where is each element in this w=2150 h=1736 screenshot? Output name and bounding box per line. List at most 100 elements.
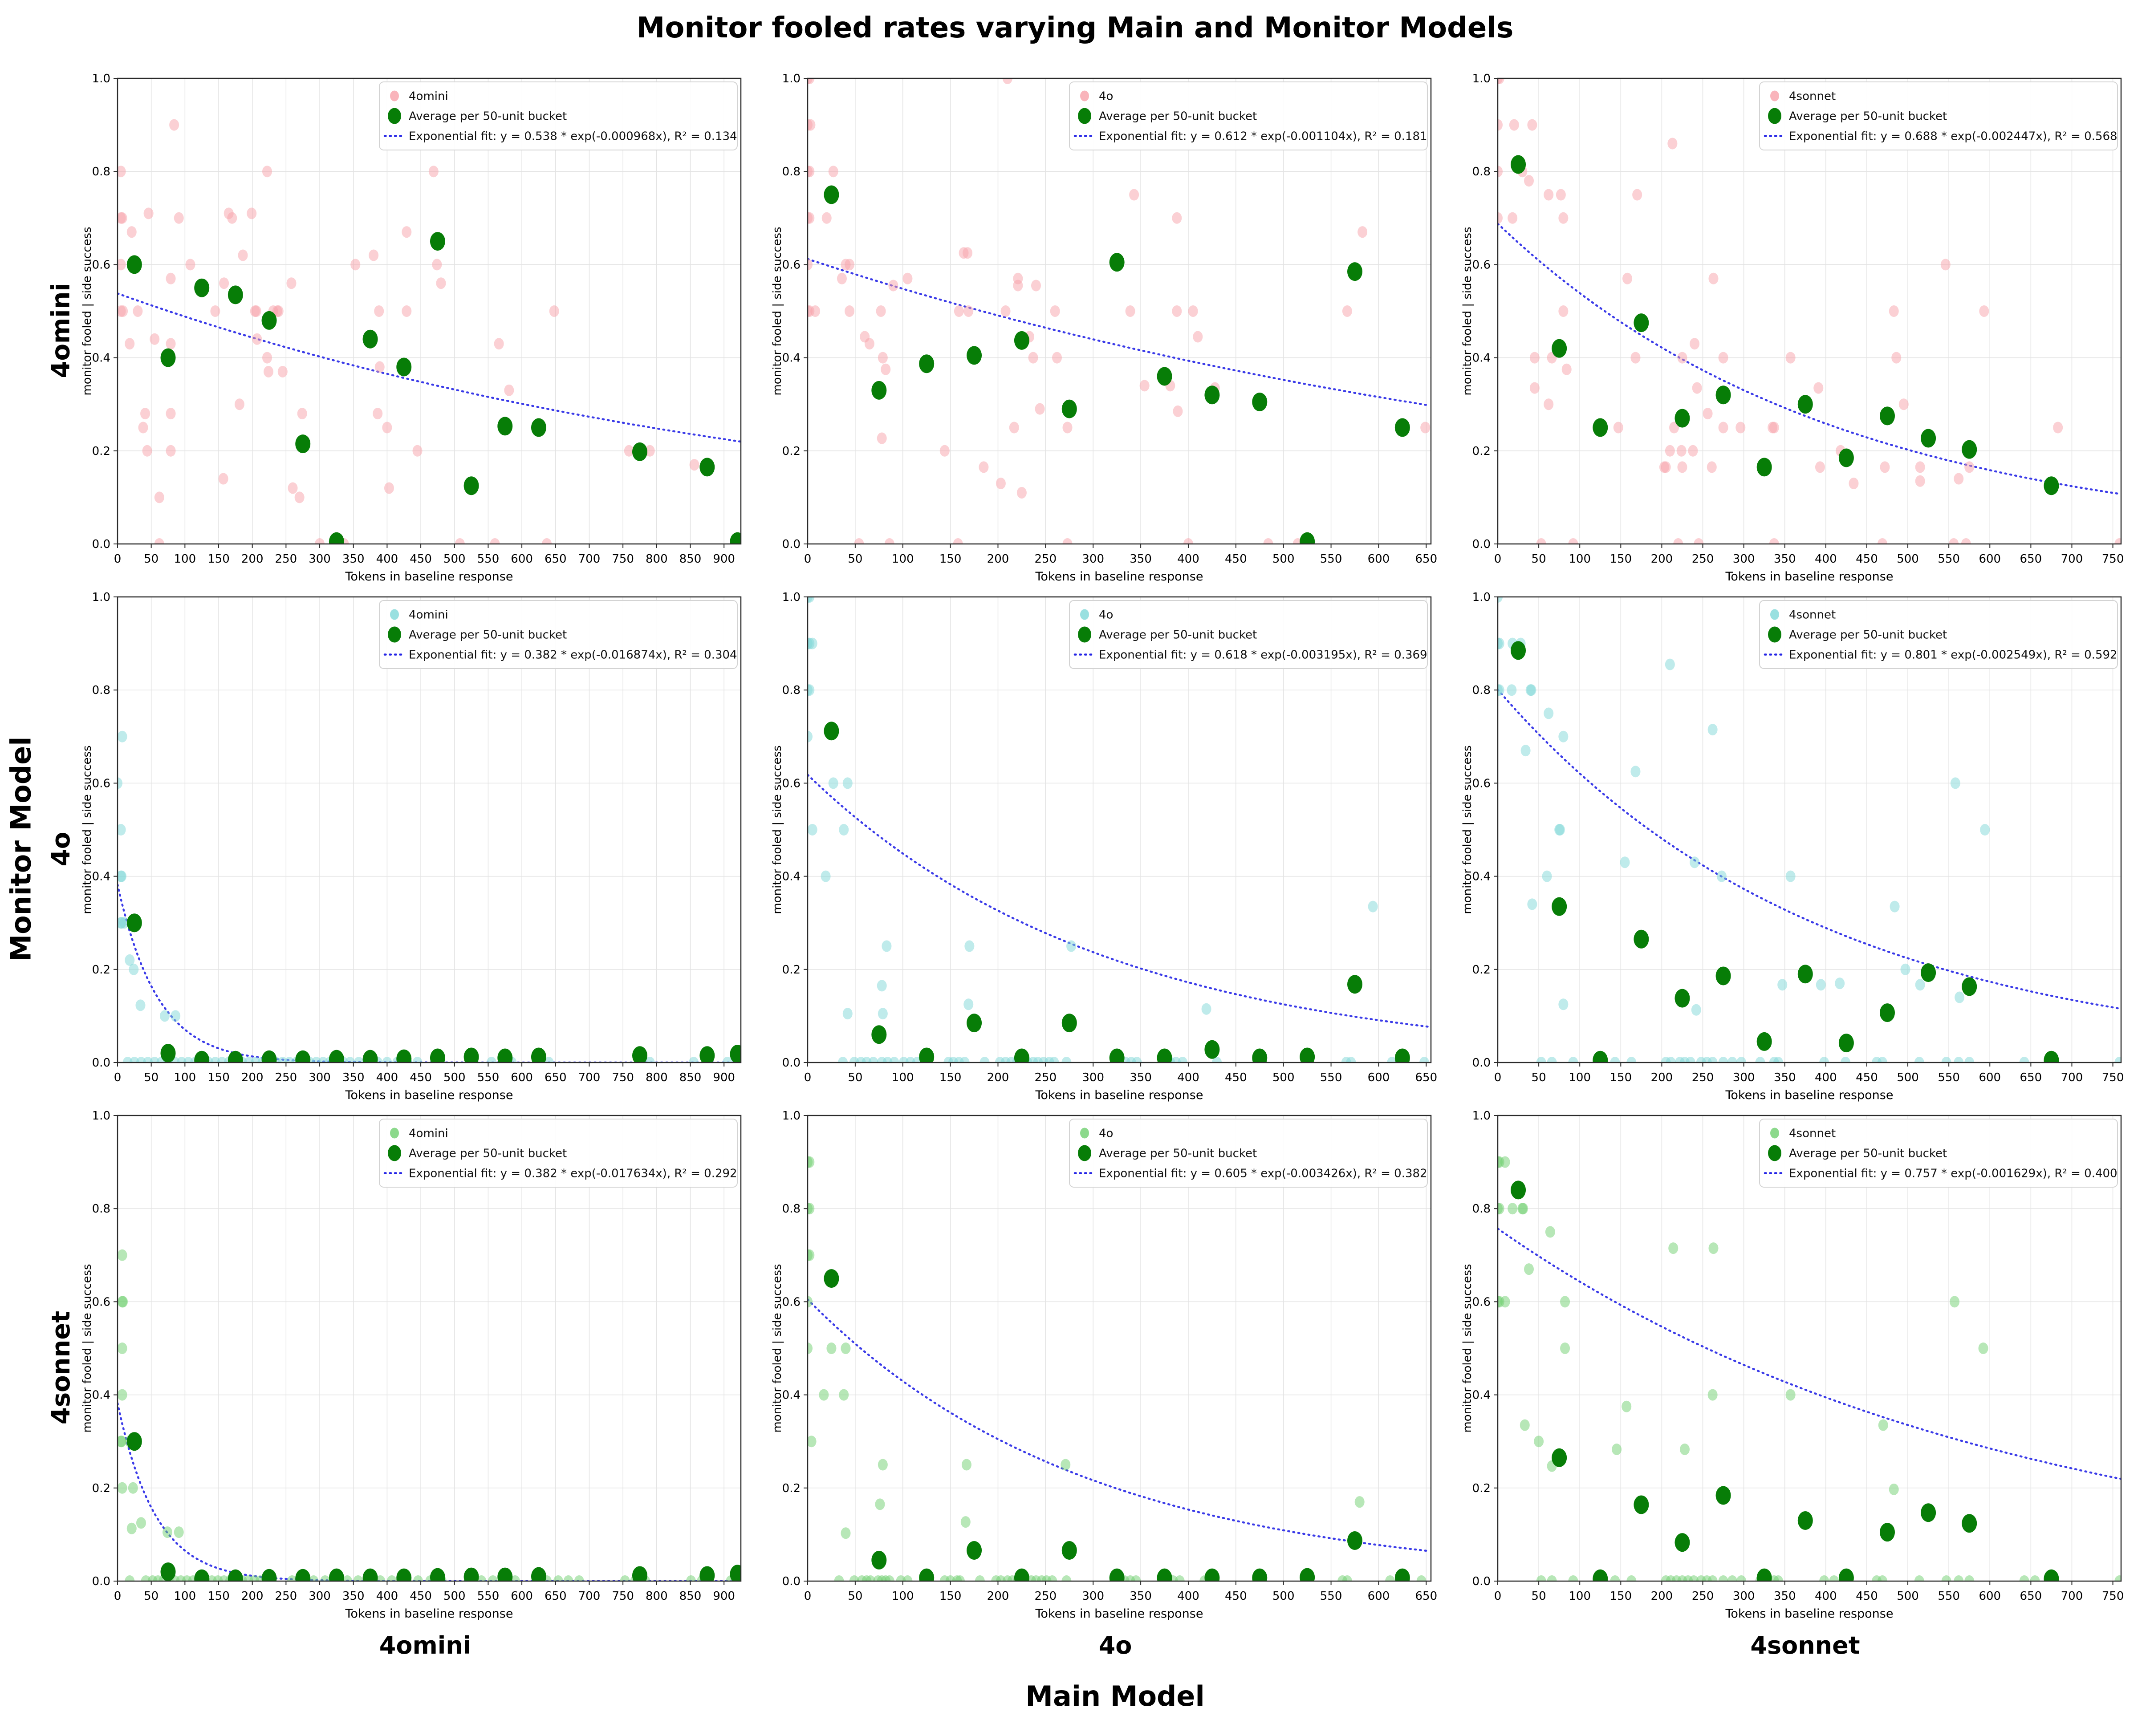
svg-text:0.2: 0.2 <box>1472 963 1491 977</box>
monitor-model-axis-label: Monitor Model <box>5 736 37 962</box>
svg-text:450: 450 <box>410 1590 432 1603</box>
svg-text:100: 100 <box>892 1071 914 1084</box>
chart-svg: 0 50 100 150 200 250 300 350 400 450 500 550 600 650 7… <box>1461 72 2124 584</box>
svg-text:0.6: 0.6 <box>92 1295 110 1309</box>
svg-text:400: 400 <box>1177 1590 1199 1603</box>
svg-text:0.6: 0.6 <box>92 258 110 272</box>
svg-text:Exponential fit: y = 0.618 * e: Exponential fit: y = 0.618 * exp(-0.0031… <box>1099 649 1427 662</box>
svg-text:300: 300 <box>309 1071 331 1084</box>
svg-text:700: 700 <box>578 552 601 566</box>
svg-text:1.0: 1.0 <box>782 591 801 604</box>
svg-text:0.6: 0.6 <box>1472 777 1491 790</box>
svg-text:Average per 50-unit bucket: Average per 50-unit bucket <box>1789 110 1947 123</box>
svg-text:0.4: 0.4 <box>1472 352 1491 365</box>
svg-text:100: 100 <box>1569 552 1591 566</box>
svg-text:650: 650 <box>545 1590 567 1603</box>
svg-text:500: 500 <box>1272 1590 1295 1603</box>
svg-text:0: 0 <box>114 1071 122 1084</box>
col-label-4o: 4o <box>1098 1631 1132 1659</box>
svg-text:Exponential fit: y = 0.757 * e: Exponential fit: y = 0.757 * exp(-0.0016… <box>1789 1167 2117 1180</box>
svg-text:650: 650 <box>2020 1071 2042 1084</box>
svg-text:0.8: 0.8 <box>782 684 801 697</box>
row-label-4sonnet: 4sonnet <box>47 1310 76 1425</box>
svg-text:100: 100 <box>892 552 914 566</box>
svg-text:Average per 50-unit bucket: Average per 50-unit bucket <box>409 629 567 642</box>
svg-text:4omini: 4omini <box>409 608 448 622</box>
svg-text:900: 900 <box>713 552 735 566</box>
svg-text:200: 200 <box>1651 552 1673 566</box>
svg-text:850: 850 <box>679 1071 702 1084</box>
svg-text:750: 750 <box>2102 1590 2124 1603</box>
svg-text:monitor fooled | side success: monitor fooled | side success <box>1461 1264 1474 1432</box>
svg-text:350: 350 <box>342 1071 365 1084</box>
svg-text:0: 0 <box>804 1590 812 1603</box>
svg-text:800: 800 <box>646 552 668 566</box>
svg-text:1.0: 1.0 <box>92 591 110 604</box>
svg-text:4sonnet: 4sonnet <box>1789 90 1836 103</box>
svg-text:Tokens in baseline response: Tokens in baseline response <box>1035 570 1203 584</box>
svg-text:0.4: 0.4 <box>92 352 110 365</box>
svg-text:50: 50 <box>848 1071 862 1084</box>
svg-text:monitor fooled | side success: monitor fooled | side success <box>81 1264 94 1432</box>
svg-text:monitor fooled | side success: monitor fooled | side success <box>771 1264 784 1432</box>
svg-text:0.8: 0.8 <box>92 684 110 697</box>
chart-svg: 0 50 100 150 200 250 300 350 400 450 500 550 600 650 0… <box>771 72 1437 584</box>
svg-text:0.6: 0.6 <box>782 777 801 790</box>
svg-text:350: 350 <box>1774 1071 1796 1084</box>
svg-text:800: 800 <box>646 1590 668 1603</box>
svg-text:500: 500 <box>443 1590 466 1603</box>
svg-text:300: 300 <box>309 552 331 566</box>
svg-text:Average per 50-unit bucket: Average per 50-unit bucket <box>409 110 567 123</box>
svg-text:0.0: 0.0 <box>92 1575 110 1588</box>
svg-text:Exponential fit: y = 0.801 * e: Exponential fit: y = 0.801 * exp(-0.0025… <box>1789 649 2117 662</box>
svg-text:0.2: 0.2 <box>92 445 110 458</box>
svg-text:350: 350 <box>342 552 365 566</box>
svg-text:250: 250 <box>1035 1590 1057 1603</box>
svg-text:0.8: 0.8 <box>1472 684 1491 697</box>
svg-text:250: 250 <box>1692 552 1714 566</box>
svg-text:150: 150 <box>939 1590 962 1603</box>
svg-text:50: 50 <box>848 1590 862 1603</box>
svg-text:0.6: 0.6 <box>782 258 801 272</box>
svg-text:200: 200 <box>987 1590 1009 1603</box>
svg-text:monitor fooled | side success: monitor fooled | side success <box>771 745 784 914</box>
svg-text:300: 300 <box>1733 1071 1755 1084</box>
svg-text:4sonnet: 4sonnet <box>1789 1127 1836 1140</box>
svg-text:4omini: 4omini <box>409 90 448 103</box>
svg-text:550: 550 <box>1320 1071 1342 1084</box>
svg-text:0.8: 0.8 <box>782 1202 801 1216</box>
svg-text:50: 50 <box>144 552 159 566</box>
svg-text:0.4: 0.4 <box>782 1389 801 1402</box>
svg-text:0.0: 0.0 <box>1472 538 1491 551</box>
subplot-grid: Monitor Model 4omini 0 50 100 150 200 250 300 3… <box>0 71 2150 1725</box>
svg-text:550: 550 <box>477 1071 500 1084</box>
svg-text:150: 150 <box>939 1071 962 1084</box>
svg-text:50: 50 <box>848 552 862 566</box>
svg-text:450: 450 <box>1225 1071 1247 1084</box>
chart-svg: 0 50 100 150 200 250 300 350 400 450 500 550 600 650 7… <box>81 72 742 584</box>
svg-text:600: 600 <box>511 552 533 566</box>
svg-text:350: 350 <box>1774 1590 1796 1603</box>
svg-text:450: 450 <box>1856 552 1878 566</box>
svg-text:4sonnet: 4sonnet <box>1789 608 1836 622</box>
svg-text:450: 450 <box>410 552 432 566</box>
svg-text:0.8: 0.8 <box>1472 165 1491 178</box>
svg-text:Exponential fit: y = 0.688 * e: Exponential fit: y = 0.688 * exp(-0.0024… <box>1789 130 2117 143</box>
svg-text:0.0: 0.0 <box>92 538 110 551</box>
svg-text:600: 600 <box>1368 552 1390 566</box>
svg-text:700: 700 <box>2061 552 2083 566</box>
svg-text:150: 150 <box>1609 1590 1632 1603</box>
svg-text:350: 350 <box>1130 1071 1152 1084</box>
svg-text:0.2: 0.2 <box>782 1482 801 1495</box>
svg-text:700: 700 <box>578 1071 601 1084</box>
svg-text:Average per 50-unit bucket: Average per 50-unit bucket <box>1099 1147 1257 1160</box>
svg-text:900: 900 <box>713 1590 735 1603</box>
svg-text:850: 850 <box>679 552 702 566</box>
svg-text:150: 150 <box>207 1590 230 1603</box>
svg-text:250: 250 <box>1692 1071 1714 1084</box>
svg-text:750: 750 <box>612 552 634 566</box>
svg-text:650: 650 <box>1415 1071 1437 1084</box>
svg-text:250: 250 <box>1035 552 1057 566</box>
svg-text:4o: 4o <box>1099 608 1113 622</box>
svg-text:0.6: 0.6 <box>1472 1295 1491 1309</box>
